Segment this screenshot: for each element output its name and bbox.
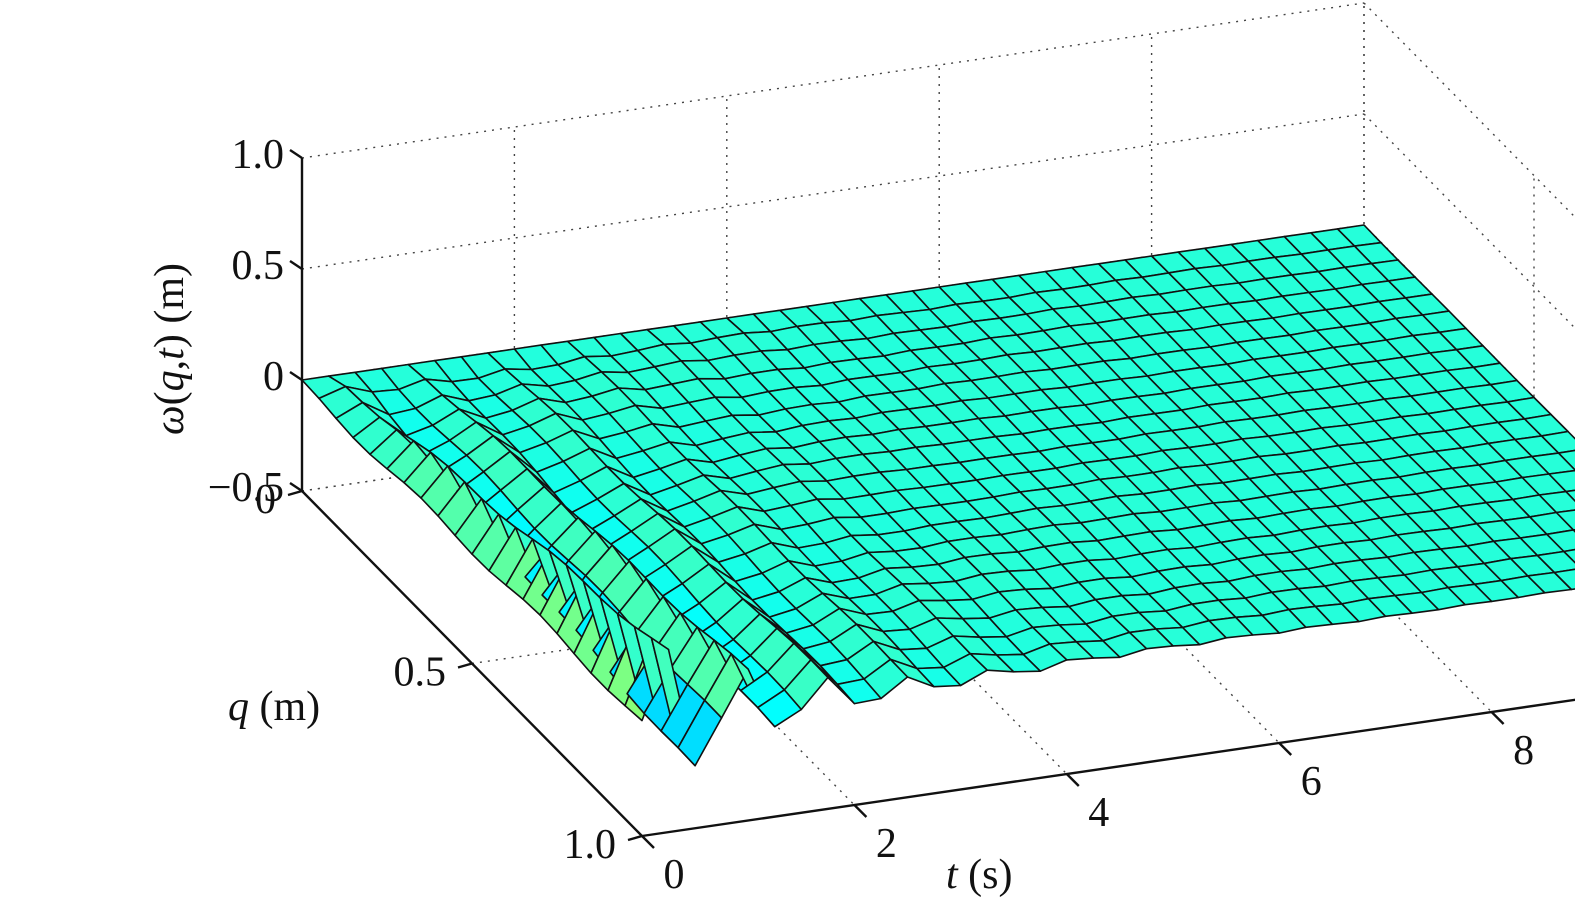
t-axis-var: t <box>946 852 959 898</box>
w-axis-t: t <box>147 347 193 360</box>
w-axis-sym: ω <box>147 405 193 435</box>
grid-line-w-side <box>1363 2 1575 219</box>
q-axis-label: q (m) <box>228 684 320 730</box>
q-tick-label: 0 <box>255 477 276 523</box>
t-tick-label: 2 <box>876 821 897 867</box>
t-axis-tick <box>641 835 655 849</box>
surface-face <box>916 666 962 688</box>
w-tick-label: 0 <box>263 354 284 400</box>
w-axis-tick <box>289 482 303 492</box>
axes <box>287 149 1575 849</box>
surface-face <box>756 689 803 728</box>
q-axis-tick <box>287 489 303 497</box>
q-axis-tick <box>627 834 643 842</box>
grid-line-w-back <box>301 113 1365 270</box>
t-tick-label: 4 <box>1088 790 1109 836</box>
q-tick-label: 1.0 <box>564 822 617 868</box>
t-axis-unit: (s) <box>958 852 1013 898</box>
w-axis-unit: (m) <box>147 263 193 334</box>
surface-face <box>836 678 882 705</box>
w-axis-tick <box>289 371 303 381</box>
axis-labels: t (s) q (m) ω(q,t) (m) <box>147 263 1013 898</box>
t-axis-tick <box>1490 711 1505 725</box>
t-tick-label: 6 <box>1301 759 1322 805</box>
w-tick-label: 0.5 <box>232 243 285 289</box>
w-axis-close: ) <box>147 334 193 348</box>
w-tick-label: −0.5 <box>208 465 284 511</box>
t-axis-label: t (s) <box>946 852 1013 898</box>
q-axis-tick <box>457 662 473 669</box>
surface-face <box>995 653 1042 673</box>
t-axis-tick <box>1065 773 1080 787</box>
q-tick-label: 0.5 <box>394 650 447 696</box>
grid-line-w-back <box>301 2 1365 159</box>
t-axis-tick <box>1278 742 1293 756</box>
t-tick-label: 8 <box>1513 728 1534 774</box>
w-axis-tick <box>289 260 303 270</box>
q-axis-var: q <box>228 684 249 730</box>
w-axis-sep: , <box>147 360 193 371</box>
w-axis-q: q <box>147 370 193 391</box>
w-tick-label: 1.0 <box>232 132 285 178</box>
w-axis-tick <box>289 149 303 159</box>
t-axis-line <box>641 698 1575 838</box>
t-tick-label: 0 <box>664 852 685 898</box>
t-axis-tick <box>853 804 868 818</box>
surface-mesh <box>301 224 1575 767</box>
grid-line-w-side <box>1363 113 1575 330</box>
w-axis-label: ω(q,t) (m) <box>147 263 193 435</box>
surface-face <box>677 699 723 767</box>
tick-labels: −0.500.51.000.51.00246810 <box>208 132 1534 898</box>
w-axis-open: ( <box>147 391 193 405</box>
q-axis-unit: (m) <box>249 684 320 730</box>
